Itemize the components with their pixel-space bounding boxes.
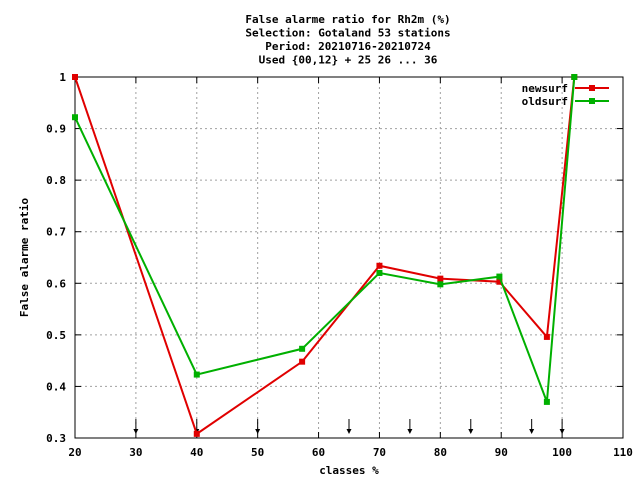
class-marker-arrow [468,419,474,434]
data-point-oldsurf [299,345,306,352]
x-tick-label: 40 [190,446,203,459]
data-point-oldsurf [543,398,550,405]
y-tick-label: 0.3 [46,432,66,445]
title-line: Period: 20210716-20210724 [265,40,431,53]
x-tick-label: 50 [251,446,264,459]
y-tick-label: 0.5 [46,329,66,342]
data-point-newsurf [496,278,503,285]
data-point-oldsurf [72,114,78,121]
y-axis-ticks: 0.3 0.4 0.5 0.6 0.7 0.8 0.9 1 [46,71,623,445]
class-marker-arrow [407,419,413,434]
y-tick-label: 1 [59,71,66,84]
class-marker-arrow [529,419,535,434]
x-tick-label: 100 [552,446,572,459]
class-marker-arrow [255,419,261,434]
data-point-newsurf [193,430,200,437]
y-tick-label: 0.7 [46,226,66,239]
legend-label-oldsurf: oldsurf [522,95,568,108]
data-point-newsurf [437,275,444,282]
x-tick-label: 90 [495,446,508,459]
chart-title: False alarme ratio for Rh2m (%)Selection… [245,13,450,67]
data-point-oldsurf [437,281,444,288]
grid [75,77,623,438]
x-tick-label: 80 [434,446,447,459]
x-tick-label: 70 [373,446,386,459]
series-line-oldsurf [74,76,576,403]
data-point-oldsurf [193,371,200,378]
class-marker-arrow [133,419,139,434]
data-point-newsurf [72,74,78,80]
title-line: Selection: Gotaland 53 stations [245,27,450,40]
x-tick-label: 60 [312,446,325,459]
series-line-newsurf [74,76,576,436]
data-point-newsurf [376,262,383,269]
legend-marker-oldsurf [589,98,595,104]
data-point-newsurf [543,333,550,340]
x-tick-label: 30 [129,446,142,459]
title-line: Used {00,12} + 25 26 ... 36 [259,54,438,67]
series [72,74,578,437]
legend-label-newsurf: newsurf [522,82,568,95]
y-tick-label: 0.8 [46,174,66,187]
y-tick-label: 0.6 [46,277,66,290]
class-marker-arrow [346,419,352,434]
y-axis-label: False alarme ratio [18,198,31,318]
plot-frame [74,76,624,439]
data-point-oldsurf [571,74,578,80]
legend-marker-newsurf [589,85,595,91]
data-point-newsurf [299,358,306,365]
x-tick-label: 20 [68,446,81,459]
title-line: False alarme ratio for Rh2m (%) [245,13,450,26]
x-tick-label: 110 [613,446,633,459]
data-point-oldsurf [376,269,383,276]
y-tick-label: 0.9 [46,123,66,136]
y-tick-label: 0.4 [46,380,66,393]
class-marker-arrow [559,419,565,434]
data-point-oldsurf [496,273,503,280]
class-markers [133,419,565,434]
x-axis-label: classes % [319,464,379,477]
x-axis-ticks: 20 30 40 50 60 70 80 90 100 110 [68,77,633,459]
